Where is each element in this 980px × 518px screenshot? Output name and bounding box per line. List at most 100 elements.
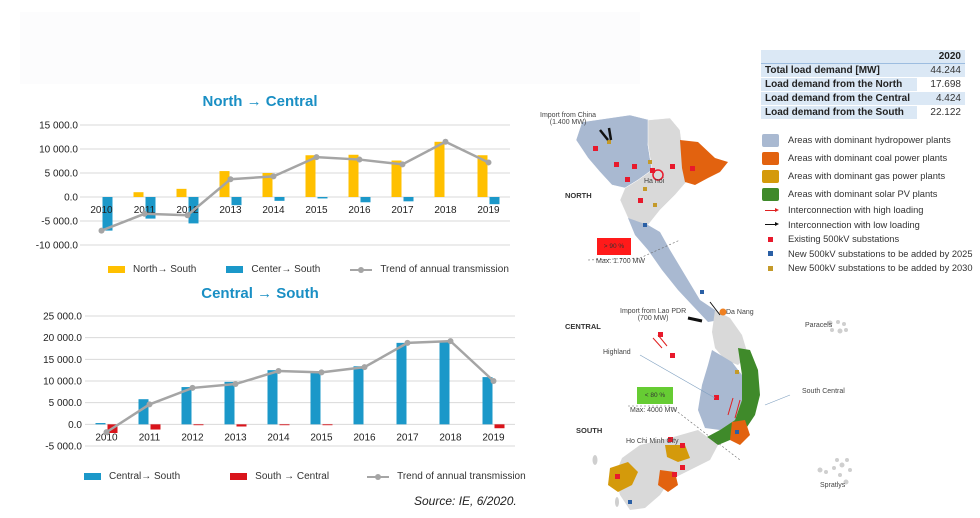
svg-text:-5 000.0: -5 000.0: [45, 442, 82, 453]
legend-label: South → Central: [255, 471, 330, 482]
paracels-label: Paracels: [805, 322, 833, 329]
import-lao-mw: (700 MW): [637, 315, 669, 322]
import-lao-label: Import from Lao PDR (700 MW): [620, 308, 686, 322]
legend-low-loading: Interconnection with low loading: [762, 218, 973, 233]
hanoi-cluster: [652, 169, 664, 181]
city-hcmc-label: Ho Chi Minh City: [626, 438, 679, 445]
svg-text:10 000.0: 10 000.0: [43, 377, 82, 388]
svg-text:2011: 2011: [134, 205, 156, 216]
row-label: Load demand from the South: [761, 105, 917, 120]
svg-text:2016: 2016: [353, 432, 376, 443]
table-row: Total load demand [MW] 44.244: [761, 63, 965, 78]
chart-north-central-legend: North→ South Center→ South Trend of annu…: [108, 264, 531, 275]
svg-text:2011: 2011: [139, 432, 161, 443]
city-danang-label: Da Nang: [726, 309, 754, 316]
coal-swatch: [762, 151, 779, 165]
svg-text:2015: 2015: [305, 205, 328, 216]
legend-line-swatch: [350, 266, 373, 273]
legend-hydro: Areas with dominant hydropower plants: [762, 131, 973, 149]
solar-swatch: [762, 187, 779, 201]
low-loading-max: Max: 4000 MW: [630, 407, 678, 414]
region-north-label: NORTH: [565, 191, 592, 200]
spratlys-label: Spratlys: [820, 482, 846, 489]
legend-coal: Areas with dominant coal power plants: [762, 149, 973, 167]
row-label: Load demand from the Central: [761, 91, 917, 106]
legend-item-trend: Trend of annual transmission: [367, 471, 526, 482]
region-central-label: CENTRAL: [565, 322, 601, 331]
source-note: Source: IE, 6/2020.: [414, 494, 517, 508]
svg-text:2019: 2019: [482, 432, 505, 443]
legend-swatch: [108, 266, 125, 273]
svg-text:0.0: 0.0: [64, 193, 78, 204]
table-row: Load demand from the Central 4.424: [761, 91, 965, 106]
svg-text:10 000.0: 10 000.0: [39, 145, 78, 156]
legend-swatch: [226, 266, 244, 273]
legend-line-swatch: [367, 473, 390, 480]
low-loading-badge: < 80 %: [637, 387, 673, 404]
legend-label: Trend of annual transmission: [380, 264, 509, 275]
gas-swatch: [762, 169, 779, 183]
chart-central-south-legend: Central→ South South → Central Trend of …: [84, 471, 548, 482]
svg-text:5 000.0: 5 000.0: [49, 398, 83, 409]
svg-text:2013: 2013: [224, 432, 247, 443]
legend-label: Interconnection with low loading: [788, 219, 920, 230]
svg-text:15 000.0: 15 000.0: [39, 121, 78, 132]
svg-text:2010: 2010: [90, 205, 113, 216]
row-value: 17.698: [917, 77, 965, 92]
legend-substation-2030: New 500kV substations to be added by 203…: [762, 261, 973, 276]
legend-label: Interconnection with high loading: [788, 205, 924, 216]
vietnam-map: Import from China (1.400 MW) NORTH Ha noi…: [520, 100, 880, 518]
svg-text:2014: 2014: [262, 205, 285, 216]
import-china-mw: (1.400 MW): [549, 119, 587, 126]
legend-solar: Areas with dominant solar PV plants: [762, 185, 973, 203]
table-row: Load demand from the North 17.698: [761, 77, 965, 92]
import-china-label: Import from China (1.400 MW): [540, 112, 596, 126]
legend-swatch: [84, 473, 101, 480]
svg-text:2017: 2017: [391, 205, 414, 216]
city-hanoi-label: Ha noi: [644, 178, 665, 185]
table-header-year: 2020: [917, 50, 965, 64]
row-label: Load demand from the North: [761, 77, 917, 92]
legend-label: Central→ South: [109, 471, 181, 482]
legend-label: Areas with dominant hydropower plants: [788, 135, 951, 145]
svg-text:2018: 2018: [434, 205, 457, 216]
legend-item-center-south: Center→ South: [226, 264, 320, 275]
legend-label: New 500kV substations to be added by 202…: [788, 248, 973, 259]
red-substation-icon: [762, 236, 779, 242]
import-china-text: Import from China: [540, 112, 597, 119]
legend-swatch: [230, 473, 248, 480]
legend-label: Trend of annual transmission: [397, 471, 526, 482]
chart-central-south-title: Central → South: [201, 285, 319, 302]
chart-north-central-title: North → Central: [202, 93, 318, 110]
legend-gas: Areas with dominant gas power plants: [762, 167, 973, 185]
legend-item-north-south: North→ South: [108, 264, 196, 275]
svg-text:-5 000.0: -5 000.0: [41, 217, 78, 228]
svg-text:2010: 2010: [95, 432, 118, 443]
legend-high-loading: Interconnection with high loading: [762, 203, 973, 218]
row-value: 22.122: [917, 105, 965, 120]
legend-substation-2025: New 500kV substations to be added by 202…: [762, 247, 973, 262]
table-header-row: 2020: [761, 50, 965, 64]
table-header-empty: [761, 50, 917, 64]
header-band: [20, 12, 640, 84]
svg-text:2015: 2015: [310, 432, 333, 443]
legend-label: Areas with dominant gas power plants: [788, 171, 946, 181]
highland-label: Highland: [603, 349, 631, 356]
south-central-label: South Central: [802, 388, 845, 395]
row-value: 44.244: [917, 63, 965, 78]
red-arrow-icon: [762, 207, 779, 212]
region-south-label: SOUTH: [576, 426, 603, 435]
legend-item-trend: Trend of annual transmission: [350, 264, 509, 275]
substation-markers: [593, 140, 739, 504]
svg-text:2012: 2012: [176, 205, 199, 216]
legend-label: North→ South: [133, 264, 197, 275]
row-value: 4.424: [917, 91, 965, 106]
table-row: Load demand from the South 22.122: [761, 105, 965, 120]
svg-text:2016: 2016: [348, 205, 371, 216]
svg-text:5 000.0: 5 000.0: [45, 169, 79, 180]
svg-text:2019: 2019: [477, 205, 500, 216]
high-loading-badge: > 90 %: [597, 238, 631, 255]
map-shapes: [575, 114, 852, 510]
svg-text:2014: 2014: [267, 432, 290, 443]
svg-text:15 000.0: 15 000.0: [43, 355, 82, 366]
